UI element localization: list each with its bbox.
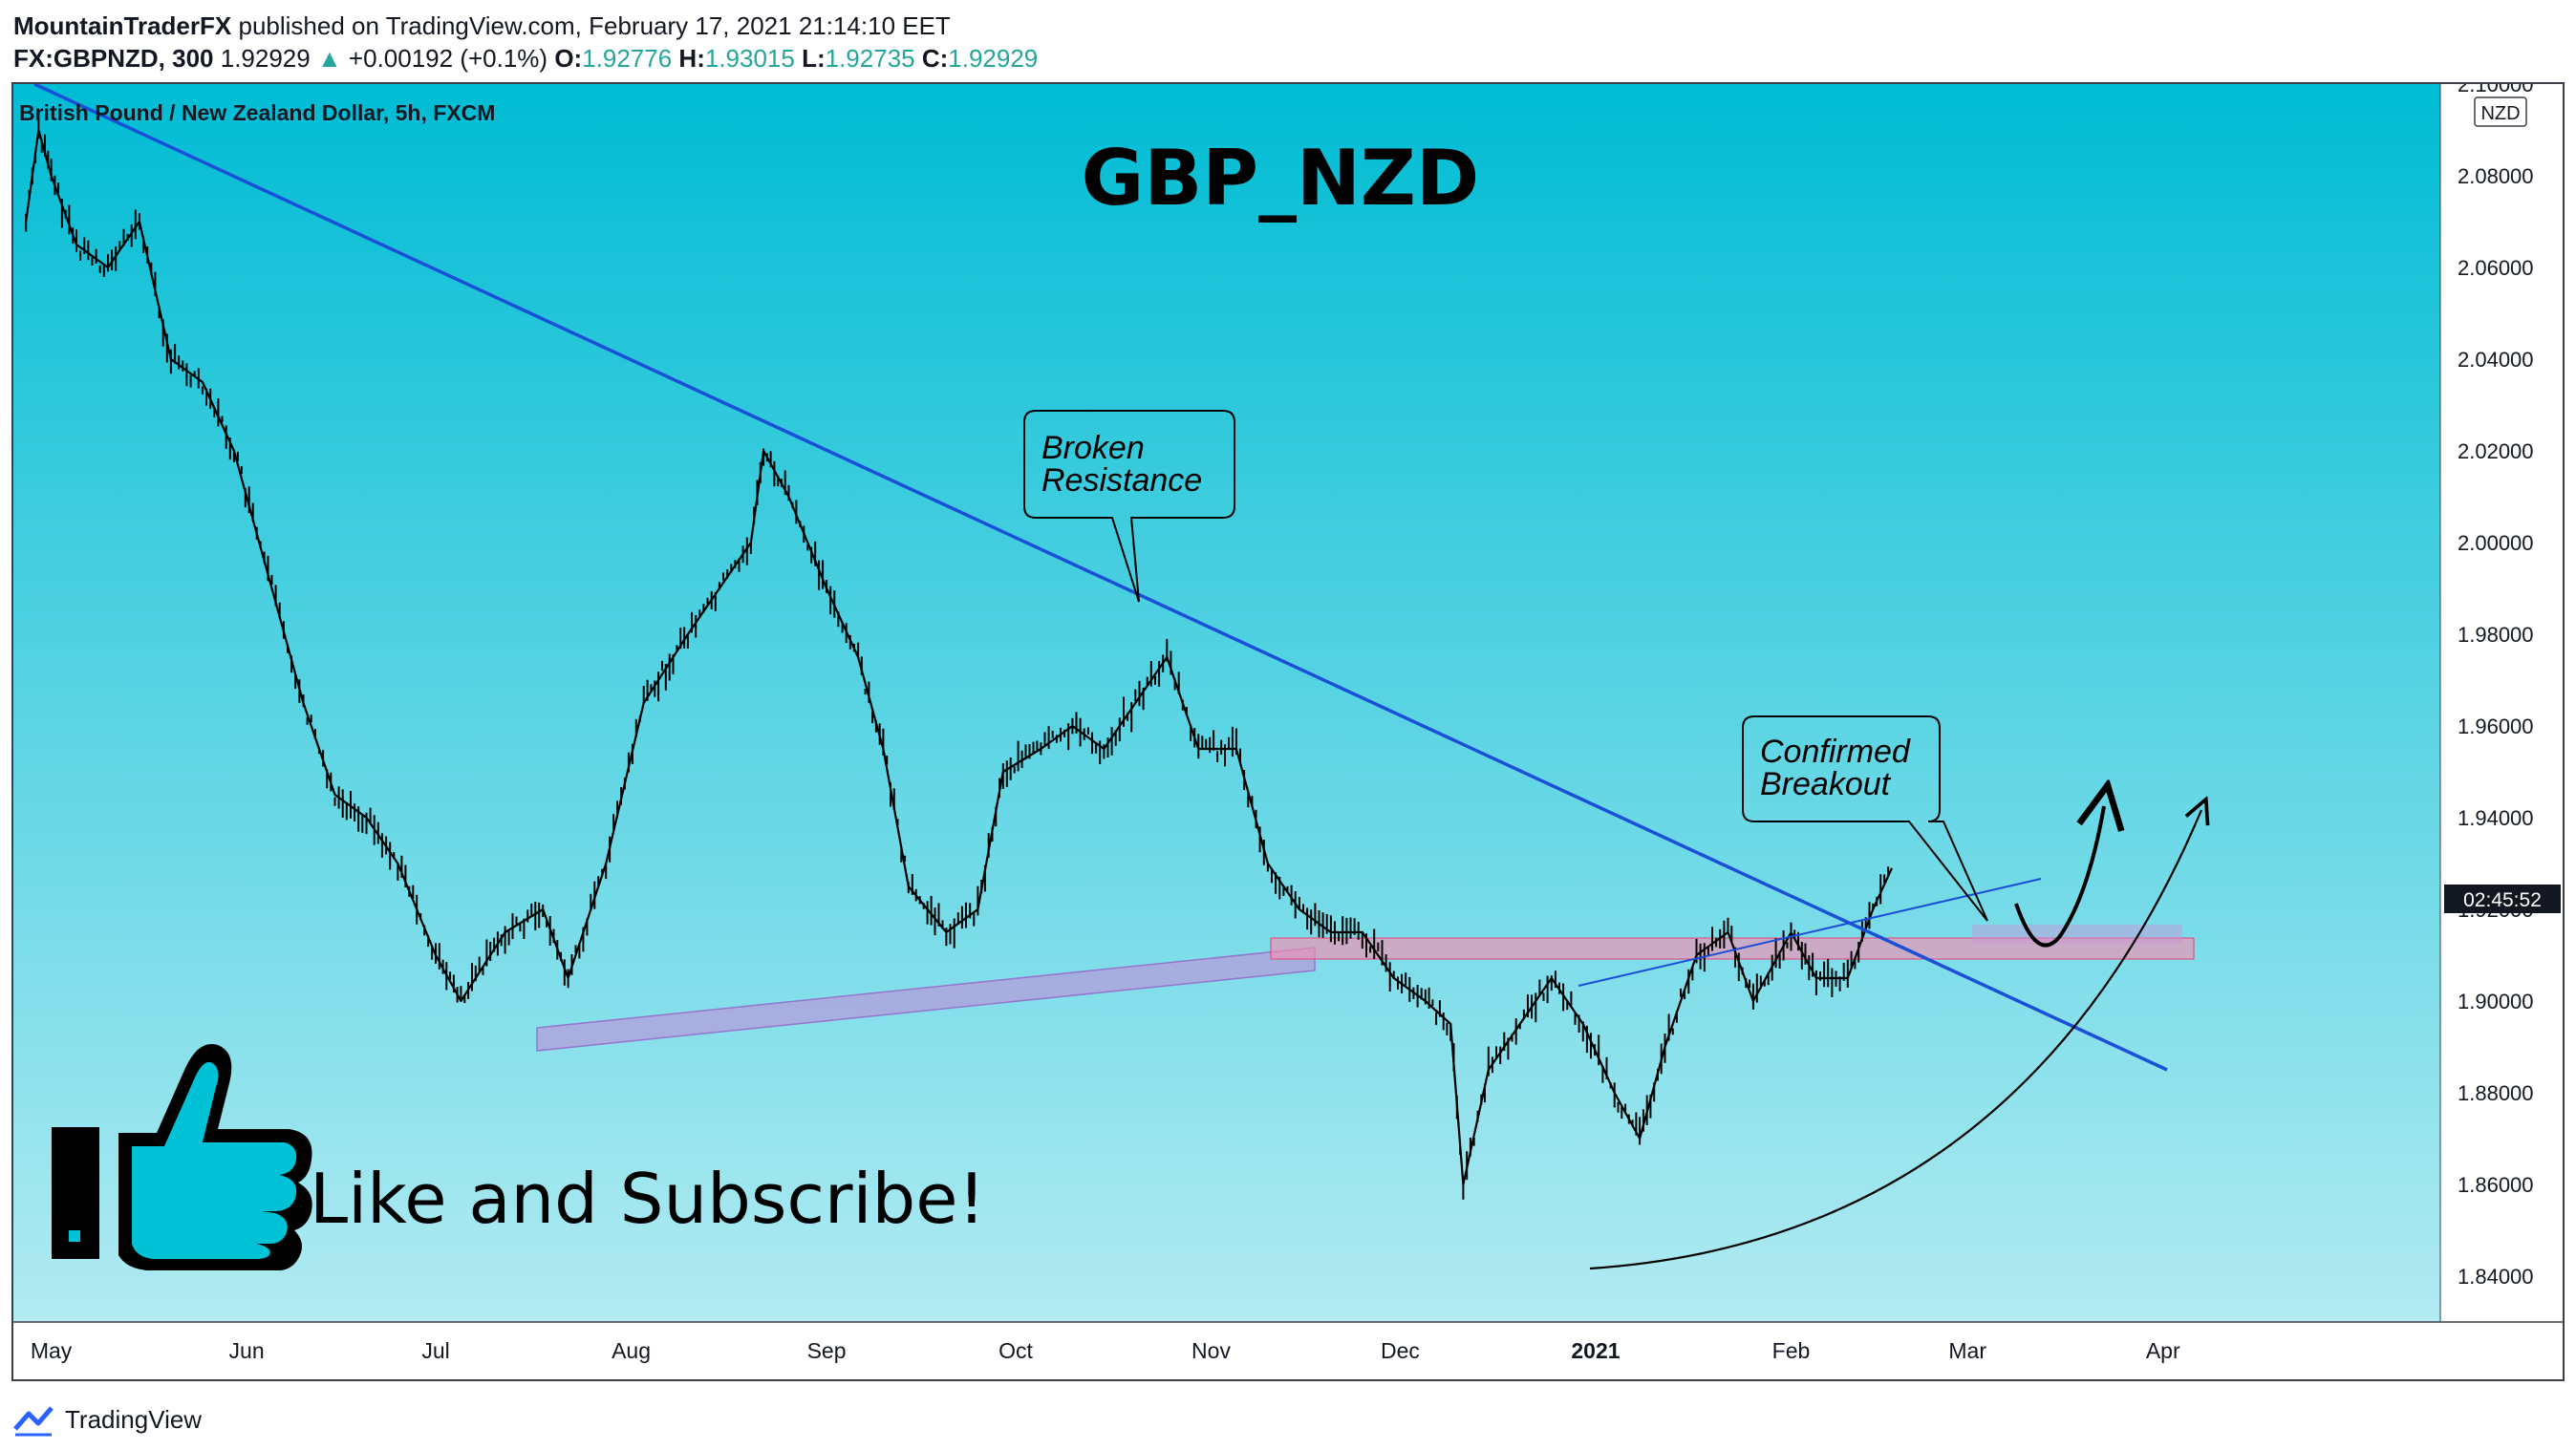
publication-header: MountainTraderFX published on TradingVie… bbox=[13, 6, 2565, 80]
ohlc-line: FX:GBPNZD, 300 1.92929 ▲ +0.00192 (+0.1%… bbox=[13, 42, 1038, 75]
price-axis: 2.10000 2.08000 2.06000 2.04000 2.02000 2.000… bbox=[2458, 84, 2534, 1289]
high-label: H: bbox=[678, 44, 705, 73]
time-tick-label: Nov bbox=[1191, 1338, 1231, 1363]
symbol-label: FX:GBPNZD, 300 bbox=[13, 44, 214, 73]
tradingview-footer: TradingView bbox=[13, 1400, 202, 1439]
author-name[interactable]: MountainTraderFX bbox=[13, 11, 232, 40]
callout-breakout-line2: Breakout bbox=[1760, 766, 1892, 802]
time-tick-label: Apr bbox=[2146, 1338, 2180, 1363]
projection-curve bbox=[1589, 810, 2201, 1270]
bounce-arrow bbox=[2014, 806, 2104, 948]
time-tick-label: Dec bbox=[1381, 1338, 1420, 1363]
low-label: L: bbox=[802, 44, 826, 73]
currency-badge[interactable] bbox=[2474, 96, 2527, 127]
time-tick-label: Oct bbox=[998, 1338, 1033, 1363]
close-label: C: bbox=[921, 44, 949, 73]
callout-broken-line1: Broken bbox=[1041, 430, 1145, 466]
price-tick-label: 2.10000 bbox=[2458, 84, 2534, 96]
tradingview-logo-icon[interactable] bbox=[13, 1400, 55, 1439]
price-tick-label: 1.84000 bbox=[2458, 1265, 2534, 1289]
price-tick-label: 1.88000 bbox=[2458, 1081, 2534, 1105]
price-tick-label: 1.96000 bbox=[2458, 714, 2534, 738]
cta-text: Like and Subscribe! bbox=[310, 1159, 985, 1239]
resistance-zone-upper bbox=[1972, 925, 2182, 944]
price-tick-label: 1.94000 bbox=[2458, 806, 2534, 830]
price-tick-label: 2.06000 bbox=[2458, 256, 2534, 280]
callout-confirmed-breakout: Confirmed Breakout bbox=[1742, 715, 1988, 922]
open-label: O: bbox=[554, 44, 583, 73]
last-price: 1.92929 bbox=[220, 44, 311, 73]
price-tick-label: 2.00000 bbox=[2458, 531, 2534, 555]
price-axis-background bbox=[2440, 84, 2563, 1322]
price-tick-label: 1.86000 bbox=[2458, 1173, 2534, 1197]
time-tick-label: Sep bbox=[807, 1338, 847, 1363]
time-tick-label: May bbox=[31, 1338, 73, 1363]
chart-canvas[interactable]: 2.10000 2.08000 2.06000 2.04000 2.02000 2.000… bbox=[13, 84, 2563, 1379]
candle-noise bbox=[25, 117, 1890, 1200]
publication-line: MountainTraderFX published on TradingVie… bbox=[13, 10, 951, 42]
callout-broken-line2: Resistance bbox=[1041, 462, 1202, 499]
open-value: 1.92776 bbox=[582, 44, 673, 73]
time-tick-label: Aug bbox=[612, 1338, 651, 1363]
currency-badge-label: NZD bbox=[2480, 103, 2520, 124]
price-change: +0.00192 (+0.1%) bbox=[348, 44, 548, 73]
callout-broken-resistance: Broken Resistance bbox=[1023, 410, 1235, 603]
price-tick-label: 2.08000 bbox=[2458, 164, 2534, 188]
published-text: published on TradingView.com, February 1… bbox=[238, 11, 951, 40]
countdown-label: 02:45:52 bbox=[2463, 889, 2542, 911]
callout-breakout-line1: Confirmed bbox=[1760, 734, 1911, 770]
chart-container[interactable]: 2.10000 2.08000 2.06000 2.04000 2.02000 2.000… bbox=[11, 82, 2565, 1381]
time-tick-label: Feb bbox=[1772, 1338, 1811, 1363]
time-tick-label: Mar bbox=[1948, 1338, 1986, 1363]
price-tick-label: 2.02000 bbox=[2458, 439, 2534, 463]
price-tick-label: 1.90000 bbox=[2458, 990, 2534, 1013]
high-value: 1.93015 bbox=[704, 44, 795, 73]
close-value: 1.92929 bbox=[948, 44, 1039, 73]
tradingview-logo-text[interactable]: TradingView bbox=[65, 1405, 203, 1434]
time-axis: May Jun Jul Aug Sep Oct Nov Dec 2021 Feb Mar Apr bbox=[31, 1338, 2180, 1363]
plot-background bbox=[13, 84, 2440, 1322]
descending-trendline[interactable] bbox=[33, 84, 2168, 1072]
chart-legend: British Pound / New Zealand Dollar, 5h, … bbox=[19, 100, 495, 125]
time-axis-background bbox=[13, 1322, 2563, 1379]
time-tick-label: 2021 bbox=[1571, 1338, 1620, 1363]
rising-trendline[interactable] bbox=[1578, 878, 2042, 987]
chart-heading: GBP_NZD bbox=[1082, 134, 1480, 223]
thumbs-up-icon[interactable] bbox=[52, 1044, 312, 1270]
low-value: 1.92735 bbox=[825, 44, 915, 73]
price-tick-label: 2.04000 bbox=[2458, 348, 2534, 372]
countdown-tag bbox=[2444, 885, 2561, 913]
price-tick-label: 1.98000 bbox=[2458, 623, 2534, 647]
time-tick-label: Jul bbox=[421, 1338, 449, 1363]
time-tick-label: Jun bbox=[229, 1338, 265, 1363]
support-zone bbox=[536, 947, 1316, 1052]
up-arrow-icon: ▲ bbox=[316, 44, 342, 73]
